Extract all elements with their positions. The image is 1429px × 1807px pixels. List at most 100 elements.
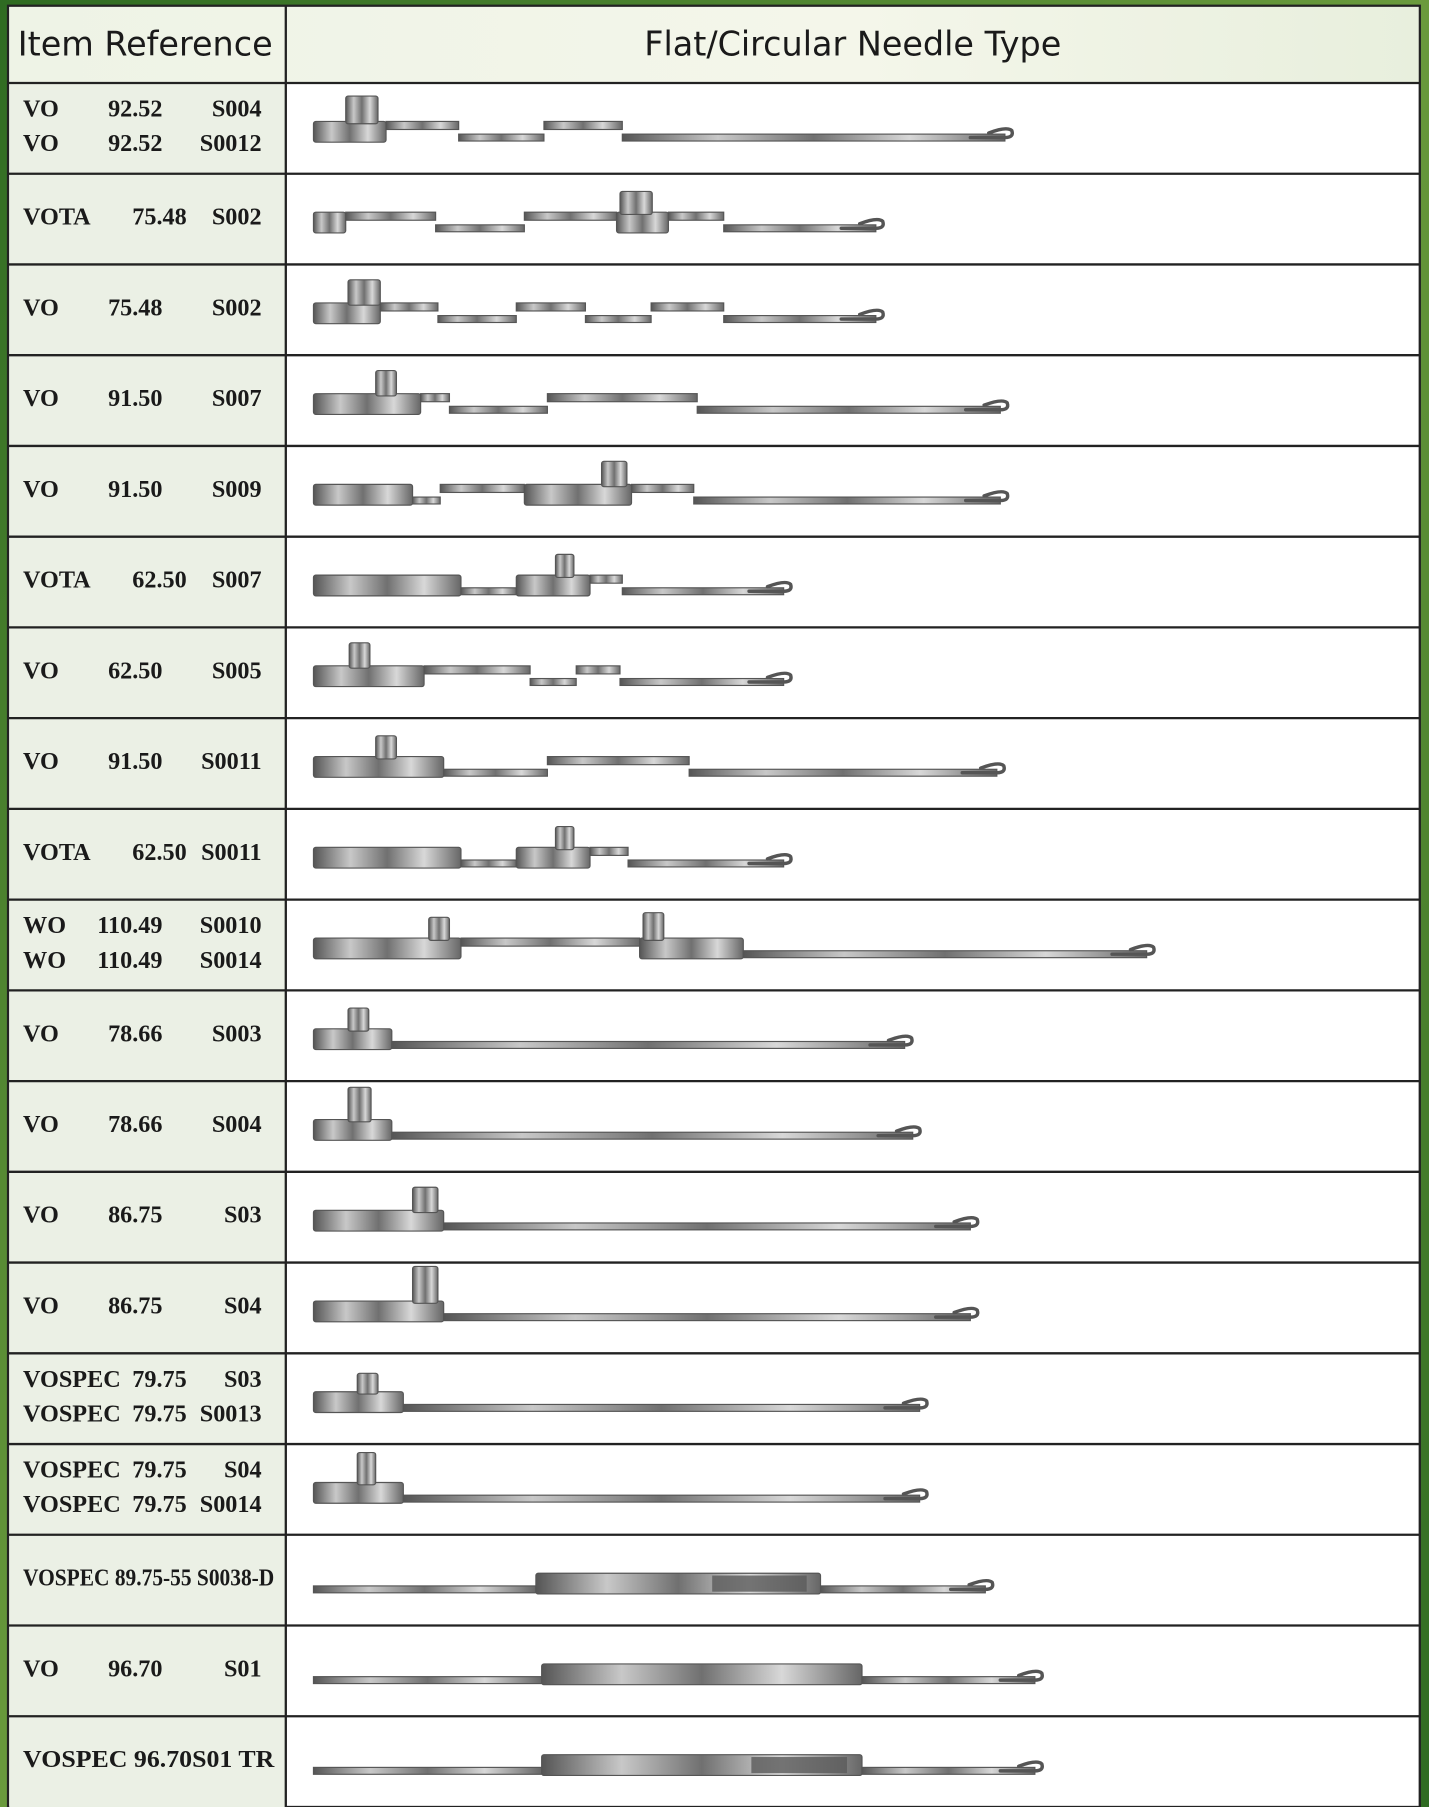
needle-shank [693, 496, 1001, 505]
needle-shank [448, 405, 548, 414]
needle [312, 370, 1010, 415]
item-prefix: VOTA [23, 567, 91, 594]
item-number: 62.50 [132, 839, 186, 866]
item-suffix: S009 [212, 476, 262, 503]
item-number: 75.48 [108, 294, 162, 321]
needle-hook [963, 399, 1010, 412]
item-suffix: S0011 [201, 839, 262, 866]
item-suffix: S004 [212, 96, 262, 123]
needle-hook [868, 1034, 914, 1047]
needle-shank [589, 846, 629, 856]
item-prefix: VO [23, 294, 59, 321]
needle-shank [529, 677, 577, 687]
header-row [9, 6, 1419, 83]
needle-body [312, 1391, 404, 1414]
item-suffix: S0013 [200, 1401, 262, 1428]
item-prefix: VOSPEC [23, 1457, 121, 1484]
needle-butt [411, 1186, 439, 1214]
needle-body [312, 665, 425, 688]
needle-shank [546, 756, 690, 766]
item-suffix: S01 [224, 1655, 262, 1682]
needle-shank [460, 937, 641, 947]
item-suffix: S04 [224, 1292, 262, 1319]
item-suffix: S0014 [200, 1491, 262, 1518]
needle-butt [554, 553, 575, 579]
needle-hook [963, 490, 1010, 503]
item-prefix: VO [23, 1292, 59, 1319]
item-prefix: VO [23, 385, 59, 412]
item-suffix: S004 [212, 1111, 262, 1138]
item-number: 92.52 [108, 130, 162, 157]
item-number: 91.50 [108, 748, 162, 775]
needle [312, 1086, 922, 1141]
item-number: 75.48 [132, 204, 186, 231]
header-item-reference: Item Reference [18, 25, 273, 64]
needle-shank [443, 1222, 971, 1231]
needle-shank [742, 950, 1148, 959]
item-prefix: VO [23, 96, 59, 123]
needle-shank [546, 393, 698, 403]
needle [312, 1451, 929, 1504]
needle [312, 1265, 980, 1323]
needle-shank [621, 133, 1006, 142]
item-prefix: VO [23, 748, 59, 775]
item-number: 96.70 [108, 1655, 162, 1682]
needle-hook [883, 1488, 929, 1501]
needle-butt [554, 826, 575, 851]
needle-body [312, 1209, 445, 1232]
needle-shank [402, 1403, 921, 1412]
needle [312, 1754, 1044, 1777]
needle-butt [348, 642, 371, 669]
item-prefix: VO [23, 657, 59, 684]
needle-shank [391, 1040, 906, 1049]
needle-hook [998, 1669, 1044, 1682]
item-prefix: VOTA [23, 839, 91, 866]
needle-body [515, 574, 591, 597]
needle-body [615, 211, 669, 234]
item-number: 92.52 [108, 96, 162, 123]
needle-body [312, 574, 462, 597]
needle-body [312, 937, 462, 960]
needle [312, 1372, 929, 1414]
item-prefix: VO [23, 130, 59, 157]
needle-butt [642, 912, 665, 941]
needle-shank [515, 302, 587, 312]
needle-shank [423, 665, 531, 675]
needle-butt [428, 916, 451, 941]
needle-shank [589, 574, 623, 584]
needle-butt [356, 1451, 377, 1486]
needle-shank [312, 1585, 537, 1594]
needle [312, 1186, 980, 1232]
needle-butt [375, 735, 398, 760]
item-reference: VOSPEC 89.75-55 S0038-D [23, 1565, 274, 1592]
needle-body [312, 1028, 393, 1051]
needle [312, 190, 885, 234]
item-number: 79.75 [132, 1401, 186, 1428]
item-number: 79.75 [132, 1457, 186, 1484]
item-number: 62.50 [108, 657, 162, 684]
needle-shank [443, 768, 548, 777]
needle-butt [347, 1007, 370, 1032]
item-prefix: WO [23, 912, 66, 939]
item-number: 86.75 [108, 1202, 162, 1229]
item-prefix: WO [23, 947, 66, 974]
needle-shank [312, 1676, 543, 1685]
needle-hook [949, 1578, 995, 1592]
needle [312, 460, 1010, 506]
needle-shank [391, 1131, 914, 1140]
needle-body [312, 120, 387, 143]
needle [312, 1007, 914, 1051]
needle-slot [712, 1575, 807, 1592]
needle-butt [345, 95, 379, 125]
needle-slot [751, 1757, 848, 1774]
needle-shank [688, 768, 998, 777]
needle-hook [1110, 943, 1156, 956]
item-number: 78.66 [108, 1020, 162, 1047]
needle-butt [619, 190, 653, 216]
needle-body [312, 302, 381, 325]
needle-body [312, 756, 445, 778]
item-number: 78.66 [108, 1111, 162, 1138]
item-suffix: S04 [224, 1457, 262, 1484]
needle-butt [347, 279, 381, 306]
